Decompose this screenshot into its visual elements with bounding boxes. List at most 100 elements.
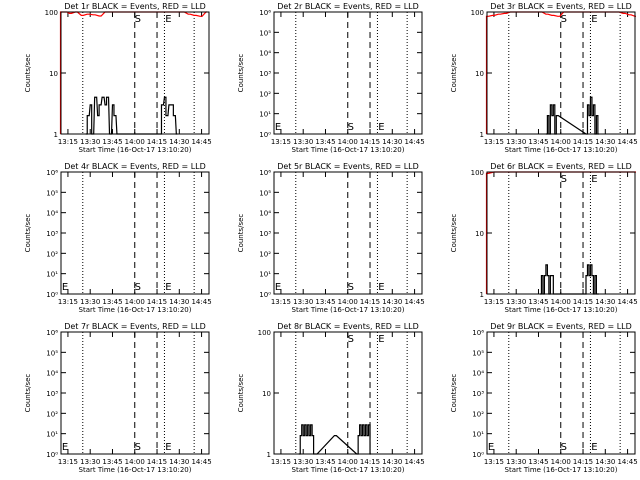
x-axis-label: Start Time (16-Oct-17 13:10:20): [292, 466, 405, 474]
y-tick-label: 10³: [259, 70, 271, 78]
panel-title: Det 3r BLACK = Events, RED = LLD: [490, 2, 632, 11]
y-tick-label: 10⁴: [46, 370, 58, 378]
y-axis-label: Counts/sec: [450, 374, 458, 413]
y-tick-label: 10: [475, 70, 484, 78]
plot-frame: [60, 331, 210, 455]
y-tick-label: 10²: [46, 250, 58, 258]
start-marker-S: S: [561, 174, 567, 185]
y-tick-label: 10³: [46, 390, 58, 398]
plot-frame: [60, 11, 210, 135]
x-tick-label: 13:45: [528, 298, 548, 306]
detector-panel: Det 1r BLACK = Events, RED = LLD 1 10 100 13…: [24, 2, 212, 154]
detector-panel: Det 4r BLACK = Events, RED = LLD 10⁰ 10¹ 10…: [24, 162, 212, 314]
x-tick-label: 13:30: [293, 298, 313, 306]
x-tick-label: 14:15: [573, 458, 593, 466]
y-tick-label: 10¹: [472, 431, 484, 439]
x-tick-label: 14:30: [382, 458, 402, 466]
y-tick-label: 10⁴: [472, 370, 484, 378]
x-tick-label: 14:00: [125, 298, 145, 306]
x-tick-label: 13:30: [293, 458, 313, 466]
x-tick-label: 14:15: [147, 458, 167, 466]
x-tick-label: 13:15: [484, 138, 504, 146]
x-tick-label: 13:45: [315, 298, 335, 306]
detector-panel: Det 5r BLACK = Events, RED = LLD 10⁰ 10¹ 10…: [237, 162, 425, 314]
x-tick-label: 13:15: [58, 138, 78, 146]
y-tick-label: 1: [480, 131, 484, 139]
y-tick-label: 1: [54, 131, 58, 139]
y-tick-label: 10⁵: [259, 189, 271, 197]
x-tick-label: 14:45: [191, 298, 211, 306]
y-tick-label: 10³: [259, 230, 271, 238]
end-marker-E: E: [378, 282, 384, 293]
panel-title: Det 8r BLACK = Events, RED = LLD: [277, 322, 419, 331]
y-tick-label: 10⁴: [259, 210, 271, 218]
x-tick-label: 13:45: [102, 138, 122, 146]
y-tick-label: 10¹: [259, 111, 271, 119]
start-marker-S: S: [135, 14, 141, 25]
x-tick-label: 14:00: [338, 298, 358, 306]
x-tick-label: 13:45: [102, 298, 122, 306]
x-tick-label: 13:15: [58, 298, 78, 306]
x-tick-label: 13:30: [506, 138, 526, 146]
plot-frame: [273, 331, 423, 455]
panel-title: Det 7r BLACK = Events, RED = LLD: [64, 322, 206, 331]
y-tick-label: 10⁶: [46, 169, 58, 177]
end-marker-E: E: [62, 442, 68, 453]
y-tick-label: 10: [49, 70, 58, 78]
x-axis-label: Start Time (16-Oct-17 13:10:20): [505, 146, 618, 154]
x-tick-label: 13:30: [80, 298, 100, 306]
x-axis-label: Start Time (16-Oct-17 13:10:20): [292, 146, 405, 154]
x-tick-label: 14:45: [617, 458, 637, 466]
x-tick-label: 14:15: [360, 298, 380, 306]
end-marker-E: E: [165, 14, 171, 25]
plot-frame: [486, 11, 636, 135]
y-tick-label: 10⁶: [259, 9, 271, 17]
end-marker-E: E: [591, 174, 597, 185]
x-tick-label: 14:30: [169, 458, 189, 466]
x-tick-label: 14:15: [573, 138, 593, 146]
x-tick-label: 13:15: [484, 298, 504, 306]
y-tick-label: 100: [258, 329, 271, 337]
panel-title: Det 9r BLACK = Events, RED = LLD: [490, 322, 632, 331]
y-axis-label: Counts/sec: [237, 54, 245, 93]
y-tick-label: 10⁵: [46, 349, 58, 357]
x-tick-label: 14:45: [404, 138, 424, 146]
start-marker-S: S: [348, 122, 354, 133]
events-series-line: [85, 96, 178, 135]
detector-panel: Det 3r BLACK = Events, RED = LLD 1 10 100 13…: [450, 2, 638, 154]
y-tick-label: 10²: [472, 410, 484, 418]
end-marker-E: E: [591, 442, 597, 453]
x-tick-label: 13:30: [506, 458, 526, 466]
detector-panel: Det 7r BLACK = Events, RED = LLD 10⁰ 10¹ 10…: [24, 322, 212, 474]
y-tick-label: 10⁴: [259, 50, 271, 58]
y-tick-label: 10¹: [46, 431, 58, 439]
x-axis-label: Start Time (16-Oct-17 13:10:20): [79, 466, 192, 474]
panel-title: Det 5r BLACK = Events, RED = LLD: [277, 162, 419, 171]
y-tick-label: 10⁶: [46, 329, 58, 337]
panel-title: Det 2r BLACK = Events, RED = LLD: [277, 2, 419, 11]
x-tick-label: 14:45: [404, 298, 424, 306]
end-marker-E: E: [165, 442, 171, 453]
end-marker-E: E: [165, 282, 171, 293]
y-tick-label: 10²: [259, 90, 271, 98]
plot-frame: [486, 331, 636, 455]
x-tick-label: 13:45: [528, 138, 548, 146]
end-marker-E: E: [275, 282, 281, 293]
y-tick-label: 10⁰: [472, 451, 484, 459]
y-axis-label: Counts/sec: [450, 54, 458, 93]
x-tick-label: 14:30: [169, 138, 189, 146]
y-tick-label: 100: [45, 9, 58, 17]
end-marker-E: E: [591, 14, 597, 25]
y-tick-label: 10³: [46, 230, 58, 238]
x-tick-label: 14:45: [191, 458, 211, 466]
y-tick-label: 10²: [259, 250, 271, 258]
end-marker-E: E: [378, 334, 384, 345]
x-tick-label: 14:00: [338, 458, 358, 466]
plot-frame: [60, 171, 210, 295]
x-tick-label: 14:30: [595, 138, 615, 146]
start-marker-S: S: [135, 442, 141, 453]
y-axis-label: Counts/sec: [237, 374, 245, 413]
start-marker-S: S: [561, 442, 567, 453]
plot-frame: [486, 171, 636, 295]
